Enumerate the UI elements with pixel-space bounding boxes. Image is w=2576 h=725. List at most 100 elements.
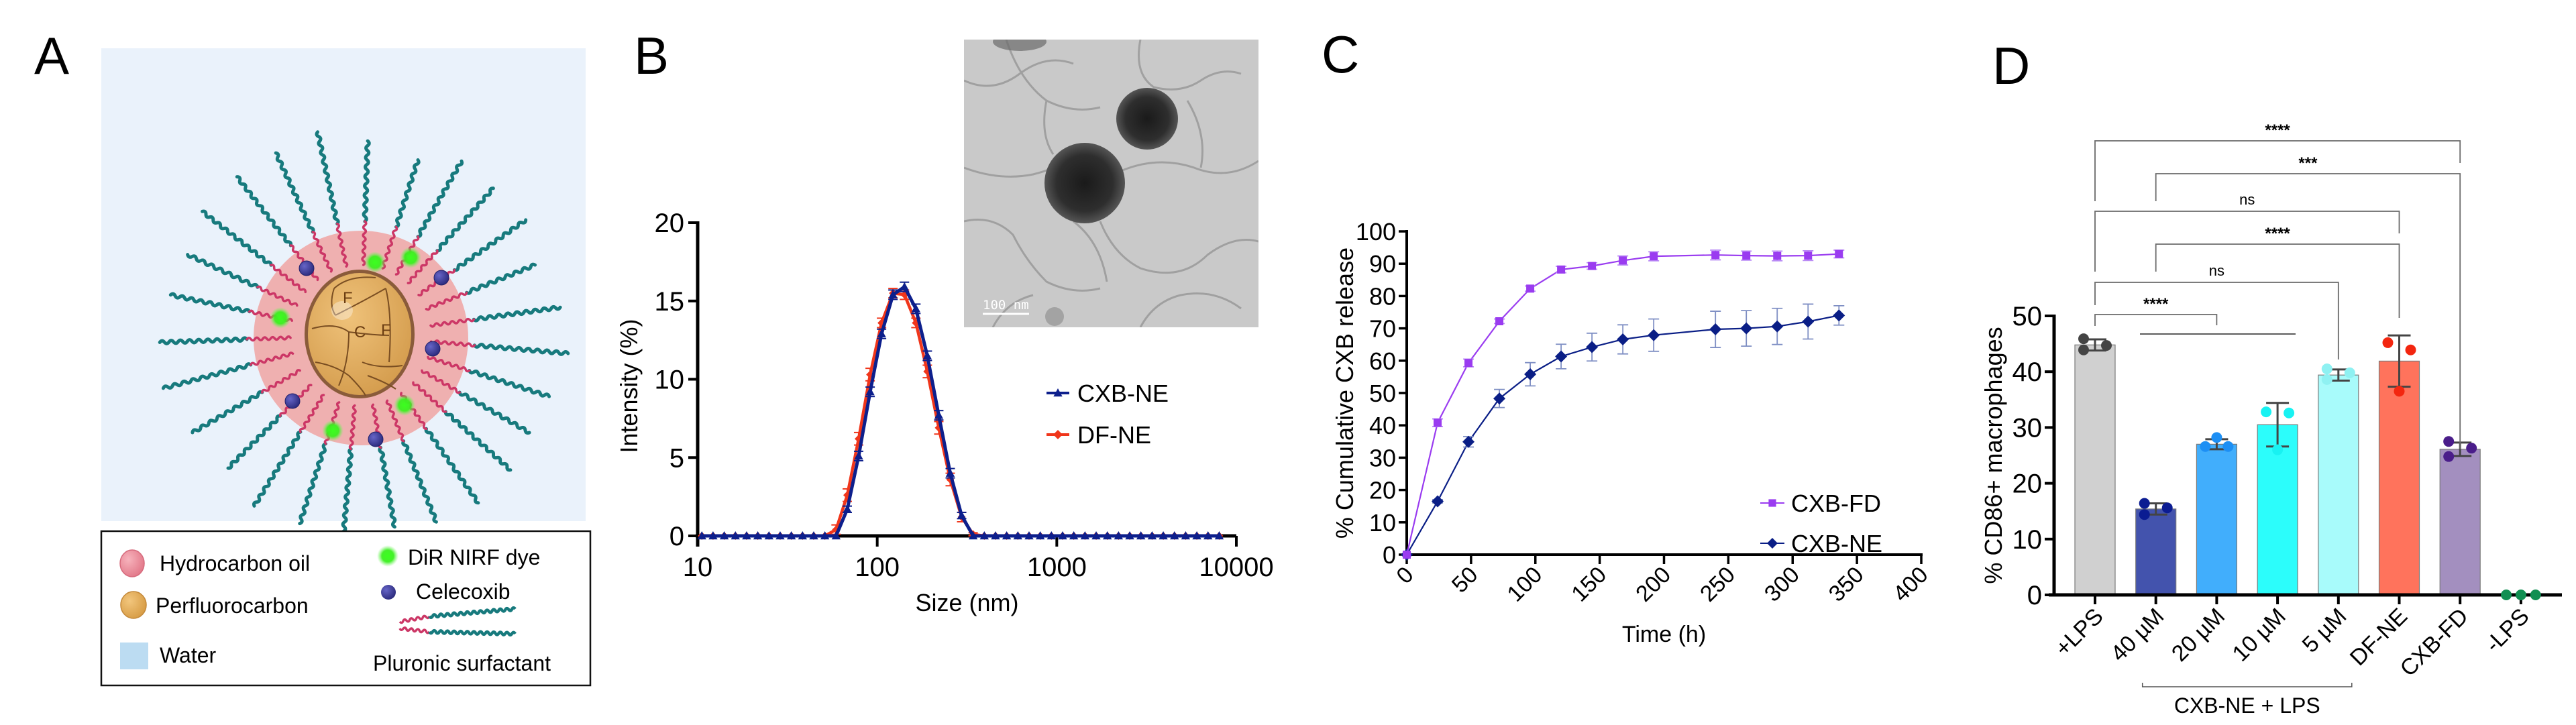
- bracket-line: [2155, 243, 2400, 318]
- surfactant-head: [385, 399, 405, 443]
- surfactant-head: [361, 220, 368, 266]
- x-tick-label: 350: [1824, 562, 1869, 607]
- celecoxib-dot: [284, 393, 301, 409]
- surfactant-tail: [158, 336, 249, 345]
- y-tick-label: 10: [2012, 525, 2043, 555]
- data-point: [979, 531, 989, 540]
- surfactant-tail-icon: [428, 628, 517, 637]
- surfactant-tail: [443, 410, 513, 472]
- significance-bracket: ****: [2155, 225, 2400, 318]
- data-point: [1617, 333, 1629, 345]
- significance-bracket: ***: [2155, 154, 2461, 449]
- replicate-dot: [2078, 333, 2089, 345]
- data-point: [1495, 317, 1504, 325]
- surfactant-head: [407, 249, 439, 284]
- x-tick-label: 10000: [1199, 553, 1273, 582]
- replicate-dot: [2405, 344, 2416, 355]
- data-point: [1711, 251, 1720, 260]
- significance-label: ***: [2298, 154, 2318, 172]
- data-point: [820, 531, 830, 540]
- replicate-dot: [2139, 509, 2150, 520]
- surfactant-head: [427, 355, 471, 373]
- data-point: [1080, 531, 1090, 540]
- replicate-dot: [2530, 590, 2541, 600]
- core-label-f1: F: [343, 289, 353, 307]
- surfactant-tail: [235, 175, 293, 247]
- surfactant-tail: [394, 158, 421, 229]
- data-point: [753, 531, 763, 540]
- dir-dye-dot: [394, 394, 415, 416]
- surfactant-tail: [472, 342, 570, 356]
- data-point: [697, 531, 706, 540]
- surfactant-tail: [458, 390, 531, 435]
- data-point: [1771, 320, 1784, 333]
- data-point: [1804, 252, 1813, 260]
- x-tick-label: +LPS: [2050, 604, 2108, 661]
- bracket-line: [2094, 282, 2339, 359]
- surfactant-tail: [226, 414, 282, 470]
- legend-marker: [1768, 499, 1776, 507]
- replicate-dot: [2515, 590, 2526, 600]
- data-point: [719, 531, 729, 540]
- data-point: [1136, 531, 1146, 540]
- surfactant-tail: [191, 390, 264, 435]
- surfactant-tail: [298, 442, 327, 526]
- data-point: [731, 531, 740, 540]
- data-point: [1586, 341, 1599, 353]
- surfactant-tail: [340, 447, 354, 538]
- y-axis-title: % CD86+ macrophages: [1980, 327, 2007, 583]
- data-point: [1709, 323, 1722, 336]
- purple-sphere-icon: [381, 585, 396, 600]
- replicate-dot: [2261, 406, 2272, 418]
- data-point: [1833, 309, 1845, 322]
- significance-bracket: ns: [2094, 191, 2400, 272]
- x-tick-label: 20 µM: [2167, 604, 2230, 667]
- pink-sphere-icon: [119, 549, 145, 577]
- schematic-legend: Hydrocarbon oil Perfluorocarbon Water Di…: [100, 530, 592, 687]
- surfactant-tail: [168, 292, 252, 314]
- x-tick-label: 250: [1695, 562, 1740, 607]
- data-point: [1058, 531, 1067, 540]
- replicate-dot: [2161, 502, 2173, 514]
- chart-b-legend: CXB-NE DF-NE: [1046, 380, 1169, 449]
- significance-label: ns: [2209, 262, 2224, 279]
- surfactant-tail: [452, 218, 528, 272]
- data-point: [957, 510, 967, 519]
- series-cxb-ne: [1401, 303, 1845, 561]
- x-tick-label: 100: [1502, 562, 1547, 607]
- series-cxb-fd: [1403, 249, 1845, 559]
- y-tick-label: 15: [655, 287, 685, 317]
- x-axis-title: Time (h): [1622, 622, 1706, 647]
- replicate-dot: [2139, 498, 2150, 509]
- legend-celecoxib: Celecoxib: [416, 579, 511, 604]
- bar: [2439, 449, 2481, 596]
- panel-label-a: A: [34, 26, 69, 85]
- data-point: [1091, 531, 1101, 540]
- data-point: [1432, 495, 1444, 508]
- replicate-dot: [2200, 441, 2211, 452]
- x-tick-label: 10: [683, 553, 713, 582]
- panel-label-b: B: [634, 26, 669, 85]
- core-label-c: C: [354, 323, 366, 341]
- y-axis-title: % Cumulative CXB release: [1331, 247, 1358, 539]
- data-point: [1013, 531, 1022, 540]
- replicate-dot: [2321, 364, 2332, 375]
- series-line: [702, 291, 1220, 538]
- surfactant-head: [299, 394, 325, 433]
- y-tick-label: 50: [2012, 302, 2043, 331]
- series-cxb-ne: [697, 281, 1224, 540]
- surfactant-tail: [472, 304, 562, 323]
- x-tick-label: 40 µM: [2106, 604, 2169, 667]
- data-point: [1103, 531, 1112, 540]
- data-point: [1159, 531, 1168, 540]
- data-point: [1464, 359, 1473, 368]
- data-point: [934, 410, 944, 419]
- y-tick-label: 20: [655, 209, 685, 238]
- data-point: [1524, 368, 1537, 381]
- data-point: [1619, 256, 1627, 265]
- legend-water: Water: [160, 643, 217, 667]
- y-tick-label: 40: [1369, 412, 1396, 439]
- tem-membrane-network: [964, 40, 1258, 327]
- replicate-dot: [2101, 340, 2112, 351]
